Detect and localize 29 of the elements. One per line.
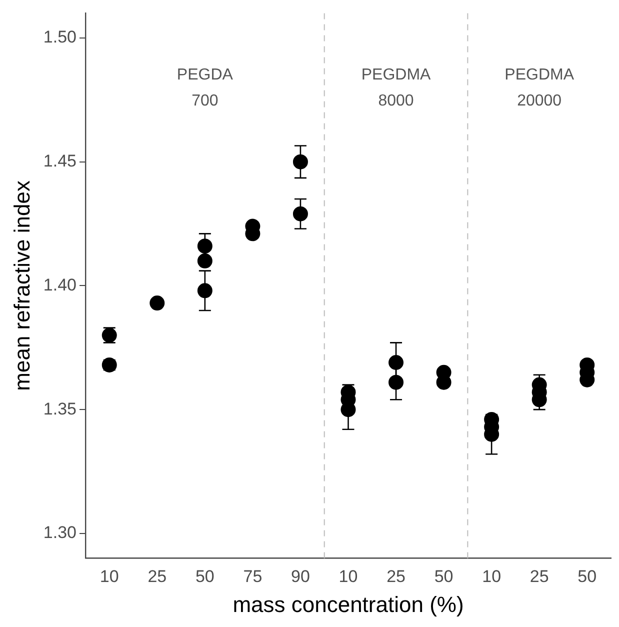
- annotation: PEGDA 700: [176, 66, 234, 110]
- annotation: PEGDMA 8000: [361, 66, 432, 110]
- y-tick-label: 1.50: [43, 28, 76, 47]
- x-tick-label: 90: [291, 567, 310, 586]
- x-tick-label: 10: [338, 567, 358, 586]
- x-tick-label: 25: [530, 567, 549, 586]
- x-tick-label: 50: [195, 567, 214, 586]
- point: [292, 206, 308, 222]
- point: [197, 253, 212, 268]
- x-tick-label: 50: [578, 567, 597, 586]
- y-tick-label: 1.40: [43, 275, 76, 294]
- x-tick-label: 50: [434, 567, 454, 586]
- x-tick-label: 25: [386, 567, 406, 586]
- point: [388, 354, 404, 370]
- y-tick-label: 1.45: [43, 152, 76, 171]
- y-axis-title: mean refractive index: [9, 180, 34, 391]
- point: [197, 238, 212, 254]
- point: [388, 374, 404, 390]
- annotation: PEGDMA 20000: [504, 66, 574, 110]
- y-tick-label: 1.30: [43, 523, 76, 542]
- point: [150, 296, 165, 311]
- x-tick-label: 10: [482, 567, 502, 586]
- y-tick-label: 1.35: [43, 399, 76, 418]
- point: [292, 154, 308, 170]
- x-tick-label: 25: [148, 567, 167, 586]
- x-tick-label: 75: [243, 567, 262, 586]
- point: [197, 283, 212, 298]
- x-axis-title: mass concentration (%): [232, 592, 464, 617]
- x-tick-label: 10: [100, 567, 119, 586]
